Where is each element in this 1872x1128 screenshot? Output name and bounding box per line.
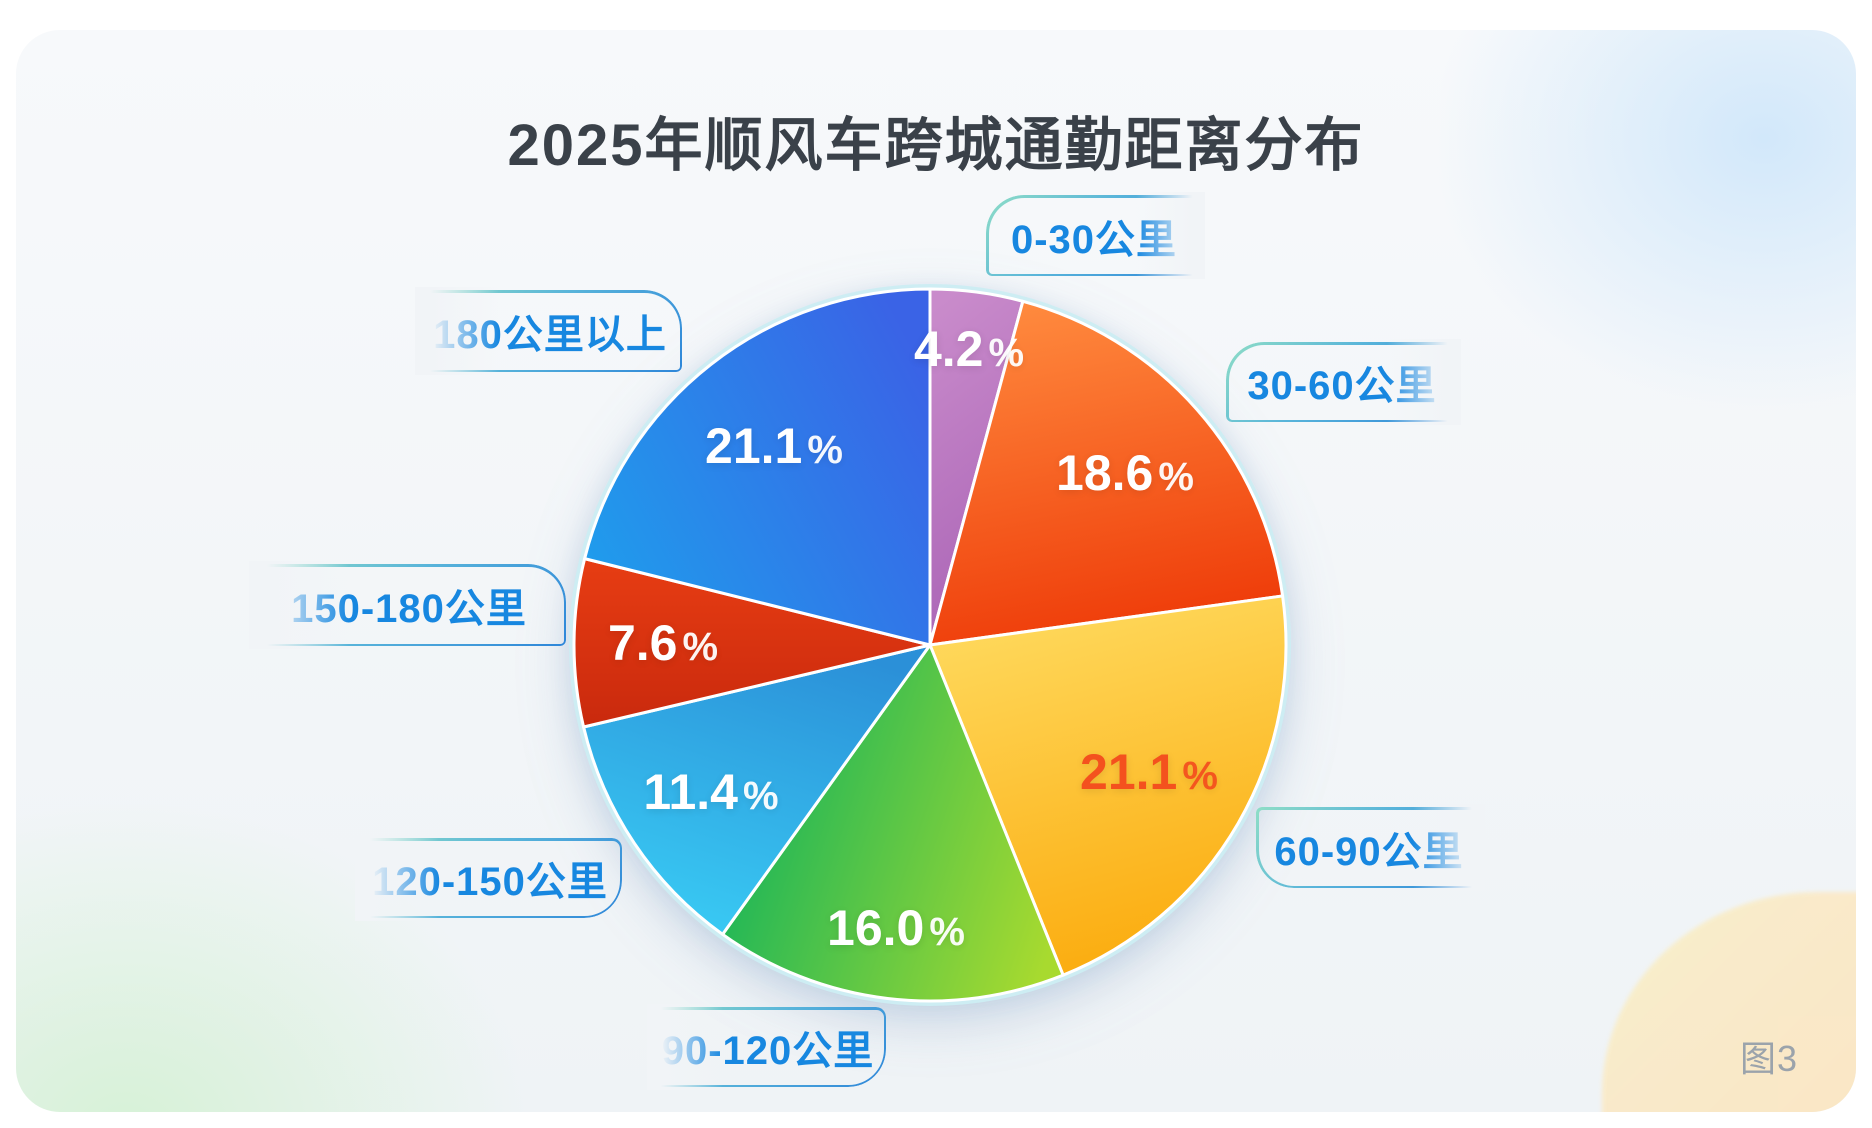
percent-label-0: 4.2% xyxy=(914,324,1024,374)
callout-label: 120-150公里 xyxy=(372,860,608,904)
percent-label-5: 7.6% xyxy=(608,618,718,668)
percent-label-3: 16.0% xyxy=(827,903,965,953)
percent-label-2: 21.1% xyxy=(1080,747,1218,797)
callout-label: 30-60公里 xyxy=(1247,364,1437,408)
percent-sign: % xyxy=(929,910,965,954)
pie-slice-4 xyxy=(582,643,932,936)
callout-180km-plus: 180公里以上 xyxy=(415,287,682,375)
callout-label: 0-30公里 xyxy=(1010,217,1178,262)
pie-slice-1 xyxy=(928,299,1285,647)
callout-label: 180公里以上 xyxy=(433,313,667,357)
percent-value: 21.1 xyxy=(705,418,803,474)
percent-sign: % xyxy=(1182,754,1218,798)
percent-value: 21.1 xyxy=(1080,744,1178,800)
percent-label-4: 11.4% xyxy=(643,767,778,817)
percent-sign: % xyxy=(1158,455,1194,499)
percent-sign: % xyxy=(807,428,843,472)
callout-150-180km: 150-180公里 xyxy=(249,561,566,649)
percent-value: 18.6 xyxy=(1056,445,1154,501)
pie-slice-6 xyxy=(583,287,932,647)
callout-label: 90-120公里 xyxy=(661,1029,875,1073)
percent-label-6: 21.1% xyxy=(705,421,843,471)
callout-0-30km: 0-30公里 xyxy=(986,192,1206,279)
percent-sign: % xyxy=(742,774,779,818)
percent-value: 4.2 xyxy=(913,321,984,377)
percent-label-1: 18.6% xyxy=(1056,448,1194,498)
callout-60-90km: 60-90公里 xyxy=(1256,804,1486,891)
callout-label: 150-180公里 xyxy=(291,587,527,631)
percent-sign: % xyxy=(682,625,719,669)
callout-120-150km: 120-150公里 xyxy=(355,835,622,921)
figure-number-badge: 图3 xyxy=(1739,1038,1798,1079)
percent-value: 11.4 xyxy=(643,764,738,820)
callout-label: 60-90公里 xyxy=(1274,829,1464,874)
callout-30-60km: 30-60公里 xyxy=(1226,339,1462,425)
pie-slice-3 xyxy=(721,643,1065,1003)
percent-value: 7.6 xyxy=(607,615,678,671)
percent-value: 16.0 xyxy=(827,900,925,956)
pie-slice-5 xyxy=(572,557,932,729)
pie-slice-2 xyxy=(928,594,1288,977)
percent-sign: % xyxy=(988,331,1025,375)
chart-title: 2025年顺风车跨城通勤距离分布 xyxy=(507,113,1365,178)
callout-90-120km: 90-120公里 xyxy=(647,1004,886,1090)
